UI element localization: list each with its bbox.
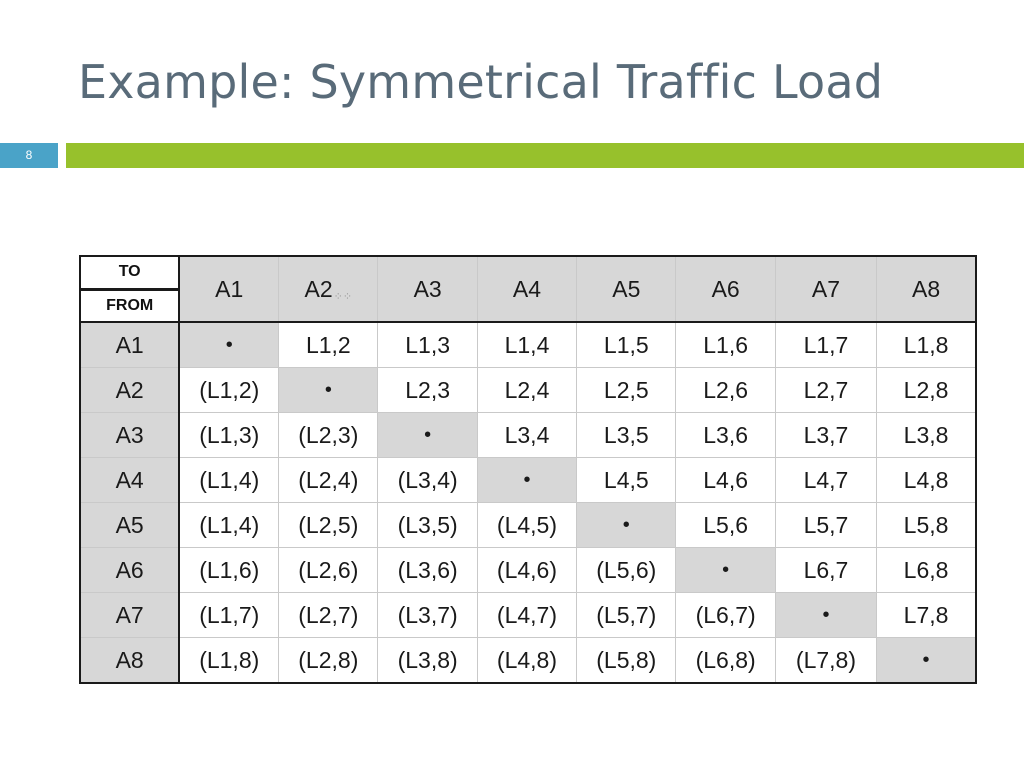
matrix-cell: (L3,6) <box>377 547 478 593</box>
dots-icon: ⁘⁘ <box>333 290 353 303</box>
column-header: A2⁘⁘ <box>278 255 379 323</box>
table-row: A6 (L1,6) (L2,6) (L3,6) (L4,6) (L5,6) • L6,7 L6,… <box>79 547 977 593</box>
matrix-cell: (L3,8) <box>377 637 478 684</box>
row-header: A3 <box>79 412 181 458</box>
matrix-cell: (L2,6) <box>278 547 379 593</box>
matrix-cell: (L3,7) <box>377 592 478 638</box>
matrix-cell: (L2,4) <box>278 457 379 503</box>
traffic-matrix-table: TO FROM A1 A2⁘⁘ A3 A4 A5 A6 A7 A8 A1 • L1,… <box>79 255 977 684</box>
matrix-cell: L4,8 <box>876 457 977 503</box>
matrix-cell: L1,2 <box>278 321 379 368</box>
matrix-cell: L1,6 <box>675 321 776 368</box>
matrix-cell: L5,7 <box>774 502 878 548</box>
matrix-cell: L4,7 <box>774 457 878 503</box>
matrix-cell: L7,8 <box>876 592 977 638</box>
diagonal-cell: • <box>876 637 977 684</box>
matrix-cell: (L5,8) <box>576 637 677 684</box>
table-row: A1 • L1,2 L1,3 L1,4 L1,5 L1,6 L1,7 L1,8 <box>79 321 977 368</box>
matrix-cell: (L2,8) <box>278 637 379 684</box>
table-row: A4 (L1,4) (L2,4) (L3,4) • L4,5 L4,6 L4,7 L4,8 <box>79 457 977 503</box>
column-header: A7 <box>774 255 878 323</box>
matrix-cell: (L1,2) <box>178 367 280 413</box>
row-header: A6 <box>79 547 181 593</box>
matrix-cell: (L2,3) <box>278 412 379 458</box>
matrix-cell: (L4,6) <box>476 547 578 593</box>
matrix-cell: (L6,7) <box>675 592 776 638</box>
column-header: A4 <box>476 255 578 323</box>
diagonal-cell: • <box>476 457 578 503</box>
matrix-cell: (L1,3) <box>178 412 280 458</box>
diagonal-cell: • <box>675 547 776 593</box>
table-row: A5 (L1,4) (L2,5) (L3,5) (L4,5) • L5,6 L5,7 L5,8 <box>79 502 977 548</box>
matrix-cell: L3,4 <box>476 412 578 458</box>
diagonal-cell: • <box>178 321 280 368</box>
table-row: A8 (L1,8) (L2,8) (L3,8) (L4,8) (L5,8) (L6,8) (L… <box>79 637 977 684</box>
matrix-cell: (L4,7) <box>476 592 578 638</box>
matrix-cell: L1,4 <box>476 321 578 368</box>
matrix-cell: (L4,5) <box>476 502 578 548</box>
matrix-cell: L1,7 <box>774 321 878 368</box>
column-header-label: A2 <box>304 275 333 302</box>
matrix-cell: L3,6 <box>675 412 776 458</box>
matrix-cell: L3,8 <box>876 412 977 458</box>
matrix-cell: L2,3 <box>377 367 478 413</box>
corner-header: TO FROM <box>79 255 181 323</box>
matrix-cell: (L1,6) <box>178 547 280 593</box>
matrix-cell: L1,8 <box>876 321 977 368</box>
matrix-cell: (L1,4) <box>178 502 280 548</box>
table-row: A7 (L1,7) (L2,7) (L3,7) (L4,7) (L5,7) (L6,7) • L… <box>79 592 977 638</box>
matrix-cell: L6,7 <box>774 547 878 593</box>
matrix-cell: L4,5 <box>576 457 677 503</box>
matrix-cell: (L3,5) <box>377 502 478 548</box>
row-header: A4 <box>79 457 181 503</box>
row-header: A2 <box>79 367 181 413</box>
matrix-cell: L4,6 <box>675 457 776 503</box>
diagonal-cell: • <box>774 592 878 638</box>
matrix-body: A1 • L1,2 L1,3 L1,4 L1,5 L1,6 L1,7 L1,8 A2 (L1,2) •… <box>79 321 977 684</box>
matrix-cell: (L1,4) <box>178 457 280 503</box>
matrix-cell: (L3,4) <box>377 457 478 503</box>
matrix-cell: (L1,7) <box>178 592 280 638</box>
column-header: A8 <box>876 255 977 323</box>
matrix-cell: (L7,8) <box>774 637 878 684</box>
row-header: A5 <box>79 502 181 548</box>
column-header: A5 <box>576 255 677 323</box>
corner-from-label: FROM <box>81 290 179 321</box>
diagonal-cell: • <box>278 367 379 413</box>
matrix-cell: L1,3 <box>377 321 478 368</box>
diagonal-cell: • <box>576 502 677 548</box>
matrix-cell: L2,8 <box>876 367 977 413</box>
column-header-row: TO FROM A1 A2⁘⁘ A3 A4 A5 A6 A7 A8 <box>79 255 977 323</box>
page-number: 8 <box>0 143 58 168</box>
matrix-cell: (L5,7) <box>576 592 677 638</box>
column-header: A1 <box>178 255 280 323</box>
column-header: A3 <box>377 255 478 323</box>
slide-title: Example: Symmetrical Traffic Load <box>78 55 884 109</box>
corner-to-label: TO <box>81 257 179 291</box>
row-header: A1 <box>79 321 181 368</box>
matrix-cell: L3,7 <box>774 412 878 458</box>
matrix-cell: (L1,8) <box>178 637 280 684</box>
matrix-cell: L2,6 <box>675 367 776 413</box>
matrix-cell: (L5,6) <box>576 547 677 593</box>
matrix-cell: L2,7 <box>774 367 878 413</box>
accent-bar <box>66 143 1024 168</box>
matrix-cell: (L4,8) <box>476 637 578 684</box>
matrix-cell: (L2,7) <box>278 592 379 638</box>
matrix-cell: L5,6 <box>675 502 776 548</box>
diagonal-cell: • <box>377 412 478 458</box>
matrix-cell: L6,8 <box>876 547 977 593</box>
row-header: A8 <box>79 637 181 684</box>
table-row: A2 (L1,2) • L2,3 L2,4 L2,5 L2,6 L2,7 L2,8 <box>79 367 977 413</box>
matrix-cell: L1,5 <box>576 321 677 368</box>
matrix-cell: (L2,5) <box>278 502 379 548</box>
matrix-cell: L2,4 <box>476 367 578 413</box>
matrix-cell: L2,5 <box>576 367 677 413</box>
column-header: A6 <box>675 255 776 323</box>
row-header: A7 <box>79 592 181 638</box>
matrix-cell: L3,5 <box>576 412 677 458</box>
matrix-cell: L5,8 <box>876 502 977 548</box>
table-row: A3 (L1,3) (L2,3) • L3,4 L3,5 L3,6 L3,7 L3,8 <box>79 412 977 458</box>
matrix-cell: (L6,8) <box>675 637 776 684</box>
